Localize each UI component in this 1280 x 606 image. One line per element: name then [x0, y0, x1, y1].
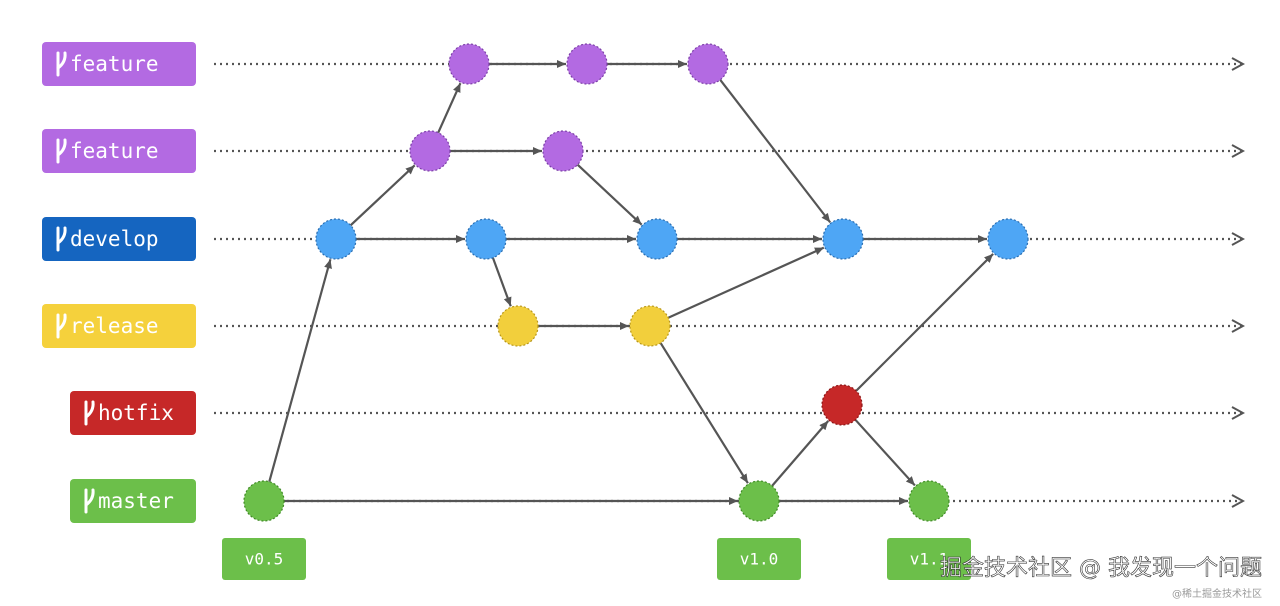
commit [822, 218, 864, 260]
edge [854, 419, 916, 487]
branch-label: hotfix [98, 401, 174, 425]
edge [659, 342, 749, 484]
watermark-small: @稀土掘金技术社区 [1172, 587, 1262, 600]
commit [738, 480, 780, 522]
commit [409, 130, 451, 172]
edge [437, 82, 462, 134]
branch-label: master [98, 489, 174, 513]
tag-label: v1.1 [910, 550, 949, 569]
commit [465, 218, 507, 260]
branch-label-bg [42, 304, 196, 348]
branch-label: feature [70, 52, 159, 76]
tag-bg [717, 538, 801, 580]
tag-bg [887, 538, 971, 580]
branch-label-bg [42, 129, 196, 173]
commit [987, 218, 1029, 260]
commit [497, 305, 539, 347]
branch-label-bg [42, 217, 196, 261]
edge [771, 420, 830, 487]
branch-label-bg [70, 479, 196, 523]
edge [855, 253, 994, 392]
branch-label-bg [70, 391, 196, 435]
commit [908, 480, 950, 522]
commit [542, 130, 584, 172]
edge [667, 246, 825, 319]
branch-icon [56, 51, 67, 77]
edge [719, 79, 832, 224]
branch-label: release [70, 314, 159, 338]
commit [821, 384, 863, 426]
branch-icon [84, 400, 95, 426]
commit [687, 43, 729, 85]
branch-icon [56, 313, 67, 339]
commit [315, 218, 357, 260]
commit [243, 480, 285, 522]
branch-icon [56, 138, 67, 164]
commit [566, 43, 608, 85]
branch-icon [56, 226, 67, 252]
tag-label: v0.5 [245, 550, 284, 569]
branch-icon [84, 488, 95, 514]
branch-label: feature [70, 139, 159, 163]
edge [349, 164, 416, 227]
edge [268, 258, 332, 483]
commit [636, 218, 678, 260]
tag-label: v1.0 [740, 550, 779, 569]
commit [448, 43, 490, 85]
edge [491, 257, 512, 307]
edge [576, 163, 643, 226]
commit [629, 305, 671, 347]
branch-label-bg [42, 42, 196, 86]
tag-bg [222, 538, 306, 580]
branch-label: develop [70, 227, 159, 251]
watermark: 掘金技术社区 @ 我发现一个问题 [940, 556, 1262, 581]
